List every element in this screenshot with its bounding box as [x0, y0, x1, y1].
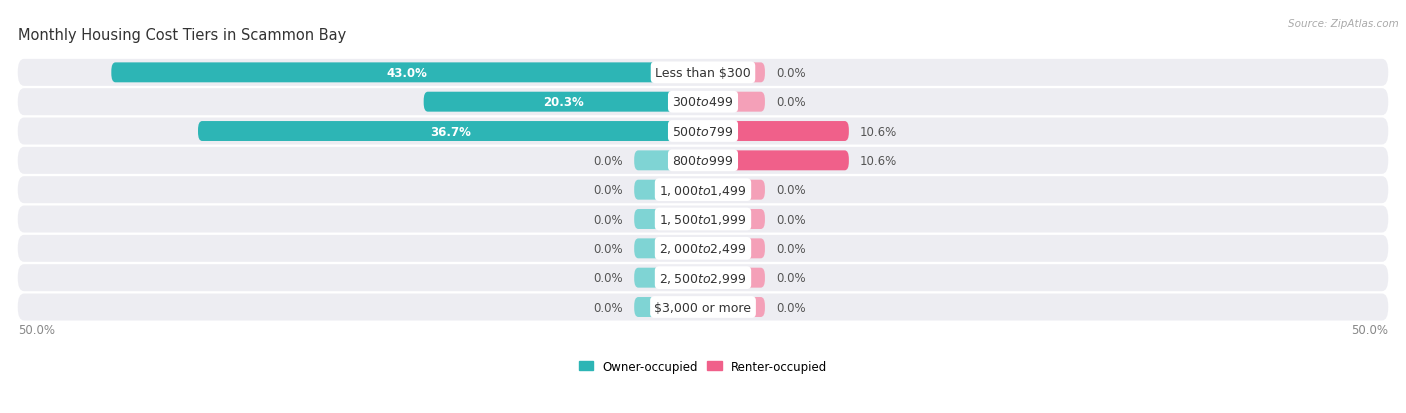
FancyBboxPatch shape: [423, 93, 703, 112]
Text: $3,000 or more: $3,000 or more: [655, 301, 751, 314]
Text: 0.0%: 0.0%: [776, 213, 806, 226]
Text: 20.3%: 20.3%: [543, 96, 583, 109]
FancyBboxPatch shape: [18, 89, 1388, 116]
Text: Less than $300: Less than $300: [655, 66, 751, 80]
Text: 50.0%: 50.0%: [18, 323, 55, 336]
FancyBboxPatch shape: [634, 239, 703, 259]
FancyBboxPatch shape: [634, 268, 703, 288]
FancyBboxPatch shape: [18, 118, 1388, 145]
FancyBboxPatch shape: [18, 235, 1388, 262]
Text: $2,500 to $2,999: $2,500 to $2,999: [659, 271, 747, 285]
Text: 0.0%: 0.0%: [776, 66, 806, 80]
Text: 0.0%: 0.0%: [593, 213, 623, 226]
Text: 0.0%: 0.0%: [776, 301, 806, 314]
Text: 10.6%: 10.6%: [860, 154, 897, 167]
FancyBboxPatch shape: [198, 122, 703, 142]
Text: 0.0%: 0.0%: [776, 184, 806, 197]
Text: 0.0%: 0.0%: [593, 242, 623, 255]
FancyBboxPatch shape: [18, 265, 1388, 292]
FancyBboxPatch shape: [703, 268, 765, 288]
Legend: Owner-occupied, Renter-occupied: Owner-occupied, Renter-occupied: [574, 355, 832, 377]
FancyBboxPatch shape: [18, 206, 1388, 233]
FancyBboxPatch shape: [703, 122, 849, 142]
Text: 0.0%: 0.0%: [776, 242, 806, 255]
FancyBboxPatch shape: [703, 297, 765, 317]
Text: 0.0%: 0.0%: [593, 154, 623, 167]
Text: 0.0%: 0.0%: [776, 271, 806, 285]
Text: 50.0%: 50.0%: [1351, 323, 1388, 336]
FancyBboxPatch shape: [703, 180, 765, 200]
FancyBboxPatch shape: [634, 297, 703, 317]
Text: Source: ZipAtlas.com: Source: ZipAtlas.com: [1288, 19, 1399, 28]
Text: 36.7%: 36.7%: [430, 125, 471, 138]
FancyBboxPatch shape: [703, 63, 765, 83]
FancyBboxPatch shape: [18, 147, 1388, 174]
Text: 0.0%: 0.0%: [776, 96, 806, 109]
FancyBboxPatch shape: [703, 151, 849, 171]
Text: $300 to $499: $300 to $499: [672, 96, 734, 109]
Text: $800 to $999: $800 to $999: [672, 154, 734, 167]
FancyBboxPatch shape: [634, 209, 703, 230]
FancyBboxPatch shape: [18, 60, 1388, 87]
Text: $500 to $799: $500 to $799: [672, 125, 734, 138]
FancyBboxPatch shape: [634, 180, 703, 200]
Text: Monthly Housing Cost Tiers in Scammon Bay: Monthly Housing Cost Tiers in Scammon Ba…: [18, 28, 346, 43]
Text: 0.0%: 0.0%: [593, 184, 623, 197]
Text: 0.0%: 0.0%: [593, 301, 623, 314]
FancyBboxPatch shape: [703, 239, 765, 259]
Text: 0.0%: 0.0%: [593, 271, 623, 285]
FancyBboxPatch shape: [111, 63, 703, 83]
FancyBboxPatch shape: [703, 209, 765, 230]
FancyBboxPatch shape: [634, 151, 703, 171]
Text: 43.0%: 43.0%: [387, 66, 427, 80]
FancyBboxPatch shape: [18, 294, 1388, 321]
FancyBboxPatch shape: [18, 177, 1388, 204]
Text: $1,000 to $1,499: $1,000 to $1,499: [659, 183, 747, 197]
Text: 10.6%: 10.6%: [860, 125, 897, 138]
Text: $1,500 to $1,999: $1,500 to $1,999: [659, 213, 747, 226]
Text: $2,000 to $2,499: $2,000 to $2,499: [659, 242, 747, 256]
FancyBboxPatch shape: [703, 93, 765, 112]
